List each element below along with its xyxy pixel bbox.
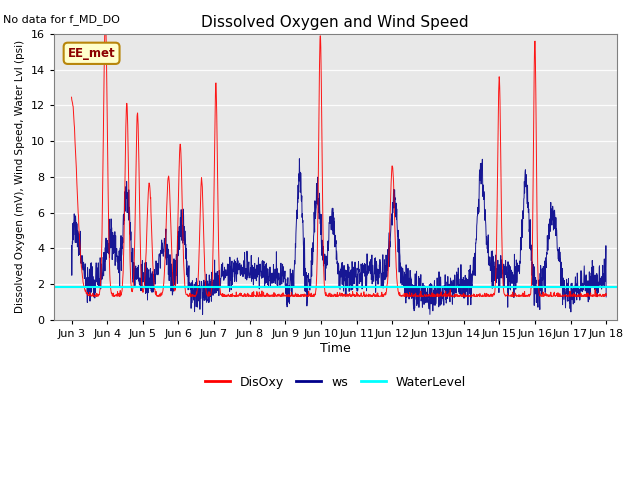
ws [489,253,497,259]
ws [587,285,595,291]
Line: ws: ws [72,159,606,314]
ws [68,242,76,248]
Text: No data for f_MD_DO: No data for f_MD_DO [3,14,120,25]
ws [602,294,610,300]
DisOxy [582,294,589,300]
DisOxy [489,293,497,299]
Y-axis label: Dissolved Oxygen (mV), Wind Speed, Water Lvl (psi): Dissolved Oxygen (mV), Wind Speed, Water… [15,40,25,313]
DisOxy [328,293,335,299]
ws [95,285,102,290]
DisOxy [314,231,321,237]
ws [314,199,322,204]
ws [328,208,336,214]
ws [296,156,303,162]
DisOxy [587,293,595,299]
DisOxy [101,31,109,37]
Legend: DisOxy, ws, WaterLevel: DisOxy, ws, WaterLevel [200,371,471,394]
DisOxy [68,94,76,100]
ws [588,273,595,279]
Line: DisOxy: DisOxy [72,34,606,297]
WaterLevel [0,284,4,289]
DisOxy [602,293,610,299]
Text: EE_met: EE_met [68,47,115,60]
X-axis label: Time: Time [320,342,351,355]
ws [199,312,207,317]
DisOxy [95,292,102,298]
DisOxy [588,293,595,299]
Title: Dissolved Oxygen and Wind Speed: Dissolved Oxygen and Wind Speed [202,15,469,30]
